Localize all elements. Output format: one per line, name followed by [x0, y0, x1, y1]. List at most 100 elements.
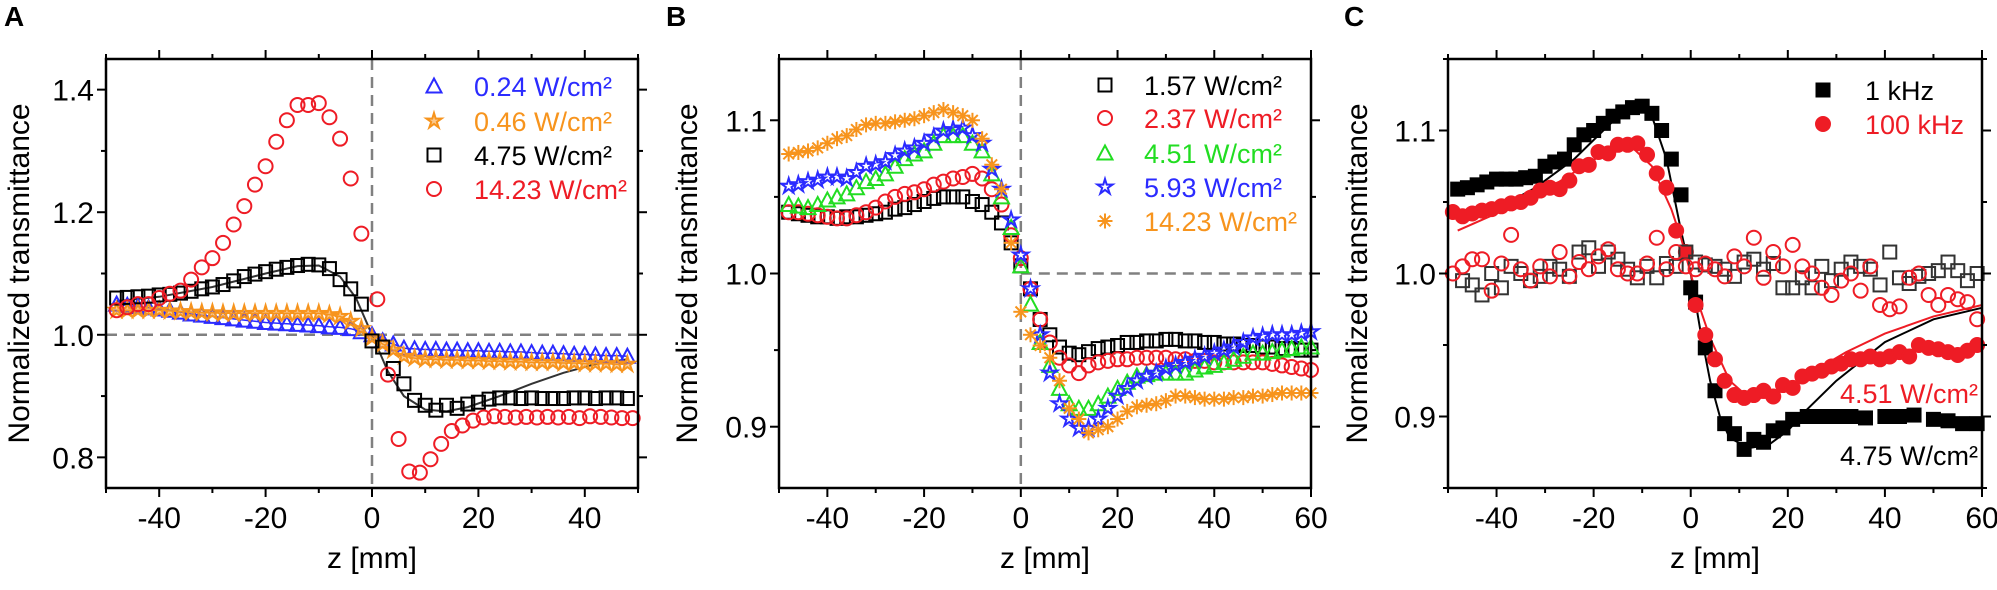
data-point: [108, 302, 125, 319]
data-point: [1590, 248, 1607, 265]
asterisk-stroke: [1285, 386, 1298, 400]
data-point: [1571, 254, 1588, 271]
asterisk-stroke: [1024, 328, 1037, 341]
x-tick-label: 40: [1868, 502, 1901, 535]
data-point: [513, 391, 529, 407]
data-point: [906, 184, 923, 201]
data-point: [829, 210, 846, 227]
data-point: [245, 311, 265, 329]
data-point: [1293, 360, 1310, 377]
data-point: [1639, 146, 1656, 163]
legend-marker: [1815, 82, 1831, 98]
data-point: [1785, 280, 1801, 296]
panel-label: B: [666, 1, 686, 32]
asterisk-stroke: [1227, 391, 1240, 404]
data-point: [1561, 268, 1578, 285]
data-point: [1959, 294, 1976, 311]
data-point: [438, 397, 454, 413]
data-point: [1784, 236, 1801, 253]
data-point: [475, 409, 492, 426]
data-point: [382, 338, 405, 360]
data-point: [1940, 413, 1956, 429]
y-tick-label: 1.0: [52, 320, 94, 353]
data-point: [375, 339, 391, 355]
data-point: [1745, 229, 1762, 246]
x-tick-label: 0: [1012, 502, 1029, 535]
data-point: [289, 96, 306, 113]
data-point: [1087, 407, 1110, 429]
data-point: [204, 250, 221, 267]
data-point: [1168, 388, 1184, 404]
legend-label: 0.24 W/cm²: [474, 72, 612, 102]
asterisk-stroke: [1014, 305, 1027, 318]
data-point: [1139, 397, 1155, 413]
y-tick-label: 0.8: [52, 442, 94, 475]
data-point: [343, 281, 359, 297]
data-point: [1263, 342, 1282, 360]
data-point: [1955, 416, 1971, 432]
data-point: [1663, 151, 1679, 167]
data-point: [236, 198, 253, 215]
y-tick-label: 1.4: [52, 75, 94, 108]
data-point: [556, 391, 572, 407]
data-point: [1755, 269, 1772, 286]
data-point: [1013, 304, 1029, 320]
data-point: [215, 234, 232, 251]
asterisk-stroke: [1111, 413, 1124, 426]
data-point: [1099, 352, 1116, 369]
asterisk-stroke: [995, 183, 1008, 196]
x-tick-label: 60: [1294, 502, 1327, 535]
data-point: [848, 207, 865, 224]
data-point: [1090, 354, 1107, 371]
fit-line: [116, 264, 628, 413]
data-point: [1828, 409, 1844, 424]
data-point: [1042, 350, 1058, 366]
data-point: [1040, 355, 1060, 373]
data-point: [1561, 172, 1578, 189]
data-point: [1273, 357, 1290, 374]
asterisk-stroke: [1179, 390, 1192, 403]
data-point: [1148, 333, 1164, 349]
data-point: [247, 266, 263, 282]
legend-marker: [1815, 116, 1831, 132]
data-point: [492, 390, 508, 406]
data-point: [887, 188, 904, 205]
panel-label: C: [1344, 1, 1364, 32]
data-point: [1022, 327, 1038, 343]
data-point: [1901, 348, 1918, 365]
asterisk-stroke: [1246, 390, 1259, 403]
x-axis-label: z [mm]: [327, 542, 417, 575]
data-point: [1644, 105, 1660, 121]
data-point: [945, 189, 961, 205]
data-point: [1673, 187, 1689, 203]
data-point: [1096, 396, 1119, 418]
legend-label: 4.51 W/cm²: [1144, 139, 1282, 169]
data-point: [1119, 403, 1135, 419]
data-point: [1071, 411, 1087, 427]
data-point: [1264, 355, 1281, 372]
data-point: [1940, 286, 1957, 303]
data-point: [298, 315, 318, 333]
data-point: [342, 170, 359, 187]
data-point: [1235, 390, 1251, 406]
data-point: [290, 258, 306, 274]
data-point: [1823, 286, 1840, 303]
data-point: [1814, 409, 1830, 424]
data-point: [215, 277, 231, 293]
data-point: [339, 309, 362, 331]
data-point: [887, 201, 903, 217]
x-tick-label: 40: [568, 502, 601, 535]
data-point: [1109, 351, 1126, 368]
legend-item: 4.51 W/cm²: [1095, 139, 1282, 169]
data-point: [1580, 261, 1597, 278]
y-tick-label: 1.1: [1394, 116, 1436, 149]
data-point: [379, 366, 396, 383]
asterisk-stroke: [1275, 386, 1288, 400]
data-point: [582, 408, 599, 425]
data-point: [507, 409, 524, 426]
data-point: [268, 261, 284, 277]
data-point: [268, 133, 285, 150]
data-point: [1206, 334, 1222, 350]
data-point: [225, 216, 242, 233]
data-point: [1687, 296, 1704, 313]
